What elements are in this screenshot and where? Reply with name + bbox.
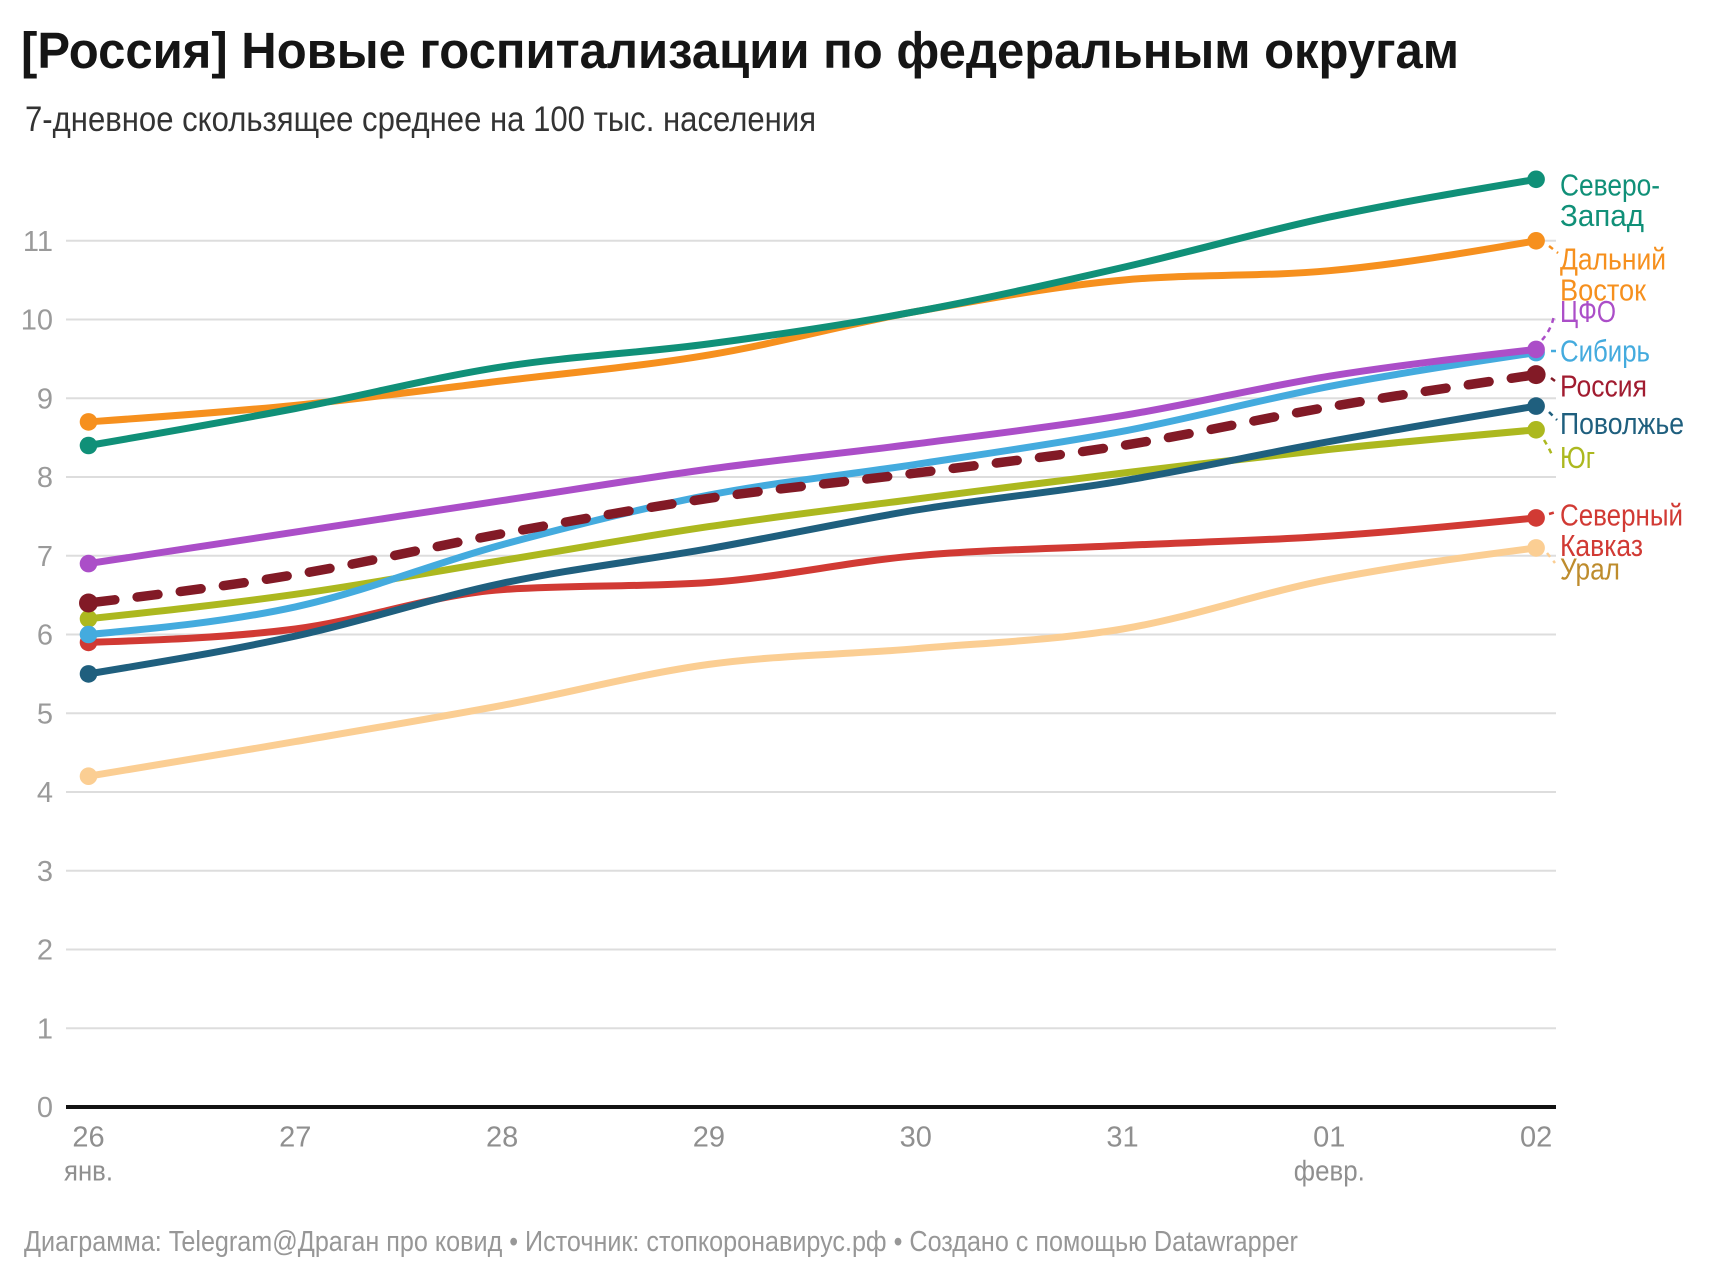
svg-text:1: 1 <box>37 1014 53 1046</box>
svg-text:11: 11 <box>23 226 53 258</box>
svg-text:5: 5 <box>37 699 53 731</box>
svg-text:Запад: Запад <box>1560 198 1644 233</box>
svg-text:0: 0 <box>37 1092 53 1124</box>
svg-text:27: 27 <box>279 1122 311 1154</box>
svg-text:26: 26 <box>72 1122 104 1154</box>
svg-text:9: 9 <box>37 383 53 415</box>
svg-text:Урал: Урал <box>1560 551 1620 586</box>
svg-text:февр.: февр. <box>1294 1156 1365 1188</box>
svg-text:Северный: Северный <box>1560 498 1683 533</box>
svg-text:8: 8 <box>37 462 53 494</box>
svg-text:02: 02 <box>1520 1122 1552 1154</box>
svg-text:Северо-: Северо- <box>1560 168 1660 203</box>
svg-text:4: 4 <box>37 777 53 809</box>
svg-text:Россия: Россия <box>1560 369 1647 404</box>
svg-text:28: 28 <box>486 1122 518 1154</box>
svg-text:6: 6 <box>37 620 53 652</box>
svg-text:10: 10 <box>21 305 53 337</box>
svg-text:01: 01 <box>1313 1122 1345 1154</box>
svg-text:Восток: Восток <box>1560 273 1646 308</box>
svg-text:янв.: янв. <box>64 1156 113 1188</box>
svg-text:3: 3 <box>37 856 53 888</box>
svg-text:Поволжье: Поволжье <box>1560 406 1684 441</box>
svg-text:7: 7 <box>37 541 53 573</box>
svg-text:30: 30 <box>900 1122 932 1154</box>
svg-text:Сибирь: Сибирь <box>1560 334 1650 369</box>
svg-text:ЦФО: ЦФО <box>1560 294 1616 329</box>
svg-text:2: 2 <box>37 935 53 967</box>
svg-text:Дальний: Дальний <box>1560 242 1666 277</box>
svg-text:Юг: Юг <box>1560 440 1595 475</box>
svg-text:31: 31 <box>1106 1122 1138 1154</box>
svg-text:29: 29 <box>693 1122 725 1154</box>
svg-text:Кавказ: Кавказ <box>1560 528 1643 563</box>
